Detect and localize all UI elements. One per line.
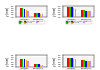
Bar	[40, 64, 42, 66]
Bar	[40, 14, 42, 17]
Bar	[87, 61, 89, 66]
Bar	[69, 58, 71, 66]
Bar	[87, 11, 89, 17]
Bar	[34, 64, 36, 66]
Bar	[69, 7, 71, 17]
Y-axis label: y [mm]: y [mm]	[6, 7, 10, 16]
Bar	[36, 64, 38, 66]
Bar	[22, 8, 24, 17]
Legend: Swift, Voce, Hockett-Sherby, Swift+Voce, Swift+H-S: Swift, Voce, Hockett-Sherby, Swift+Voce,…	[66, 20, 92, 24]
Bar	[26, 10, 27, 17]
Bar	[38, 13, 40, 17]
Bar	[75, 59, 76, 66]
Bar	[85, 60, 87, 66]
Bar	[73, 59, 74, 66]
Bar	[73, 8, 74, 17]
Bar	[85, 11, 87, 17]
Bar	[89, 61, 91, 66]
Bar	[81, 60, 83, 66]
Bar	[24, 59, 25, 66]
Y-axis label: y [mm]: y [mm]	[6, 56, 10, 66]
Bar	[71, 7, 73, 17]
Y-axis label: y [mm]: y [mm]	[53, 7, 57, 16]
Bar	[24, 9, 25, 17]
Bar	[75, 9, 76, 17]
Bar	[42, 14, 43, 17]
Bar	[81, 10, 83, 17]
Bar	[26, 60, 27, 66]
Bar	[27, 61, 29, 66]
Bar	[27, 11, 29, 17]
Bar	[38, 64, 40, 66]
Bar	[42, 65, 43, 66]
Bar	[83, 60, 85, 66]
Bar	[89, 11, 91, 17]
Bar	[71, 58, 73, 66]
Bar	[34, 13, 36, 17]
Bar	[36, 13, 38, 17]
Bar	[67, 58, 69, 66]
Bar	[83, 10, 85, 17]
Legend: Swift, Voce, Hockett-Sherby, Swift+Voce, Swift+H-S: Swift, Voce, Hockett-Sherby, Swift+Voce,…	[19, 20, 44, 24]
Bar	[22, 59, 24, 66]
Bar	[20, 59, 22, 66]
Y-axis label: y [mm]: y [mm]	[53, 56, 57, 66]
Bar	[67, 7, 69, 17]
Bar	[20, 8, 22, 17]
